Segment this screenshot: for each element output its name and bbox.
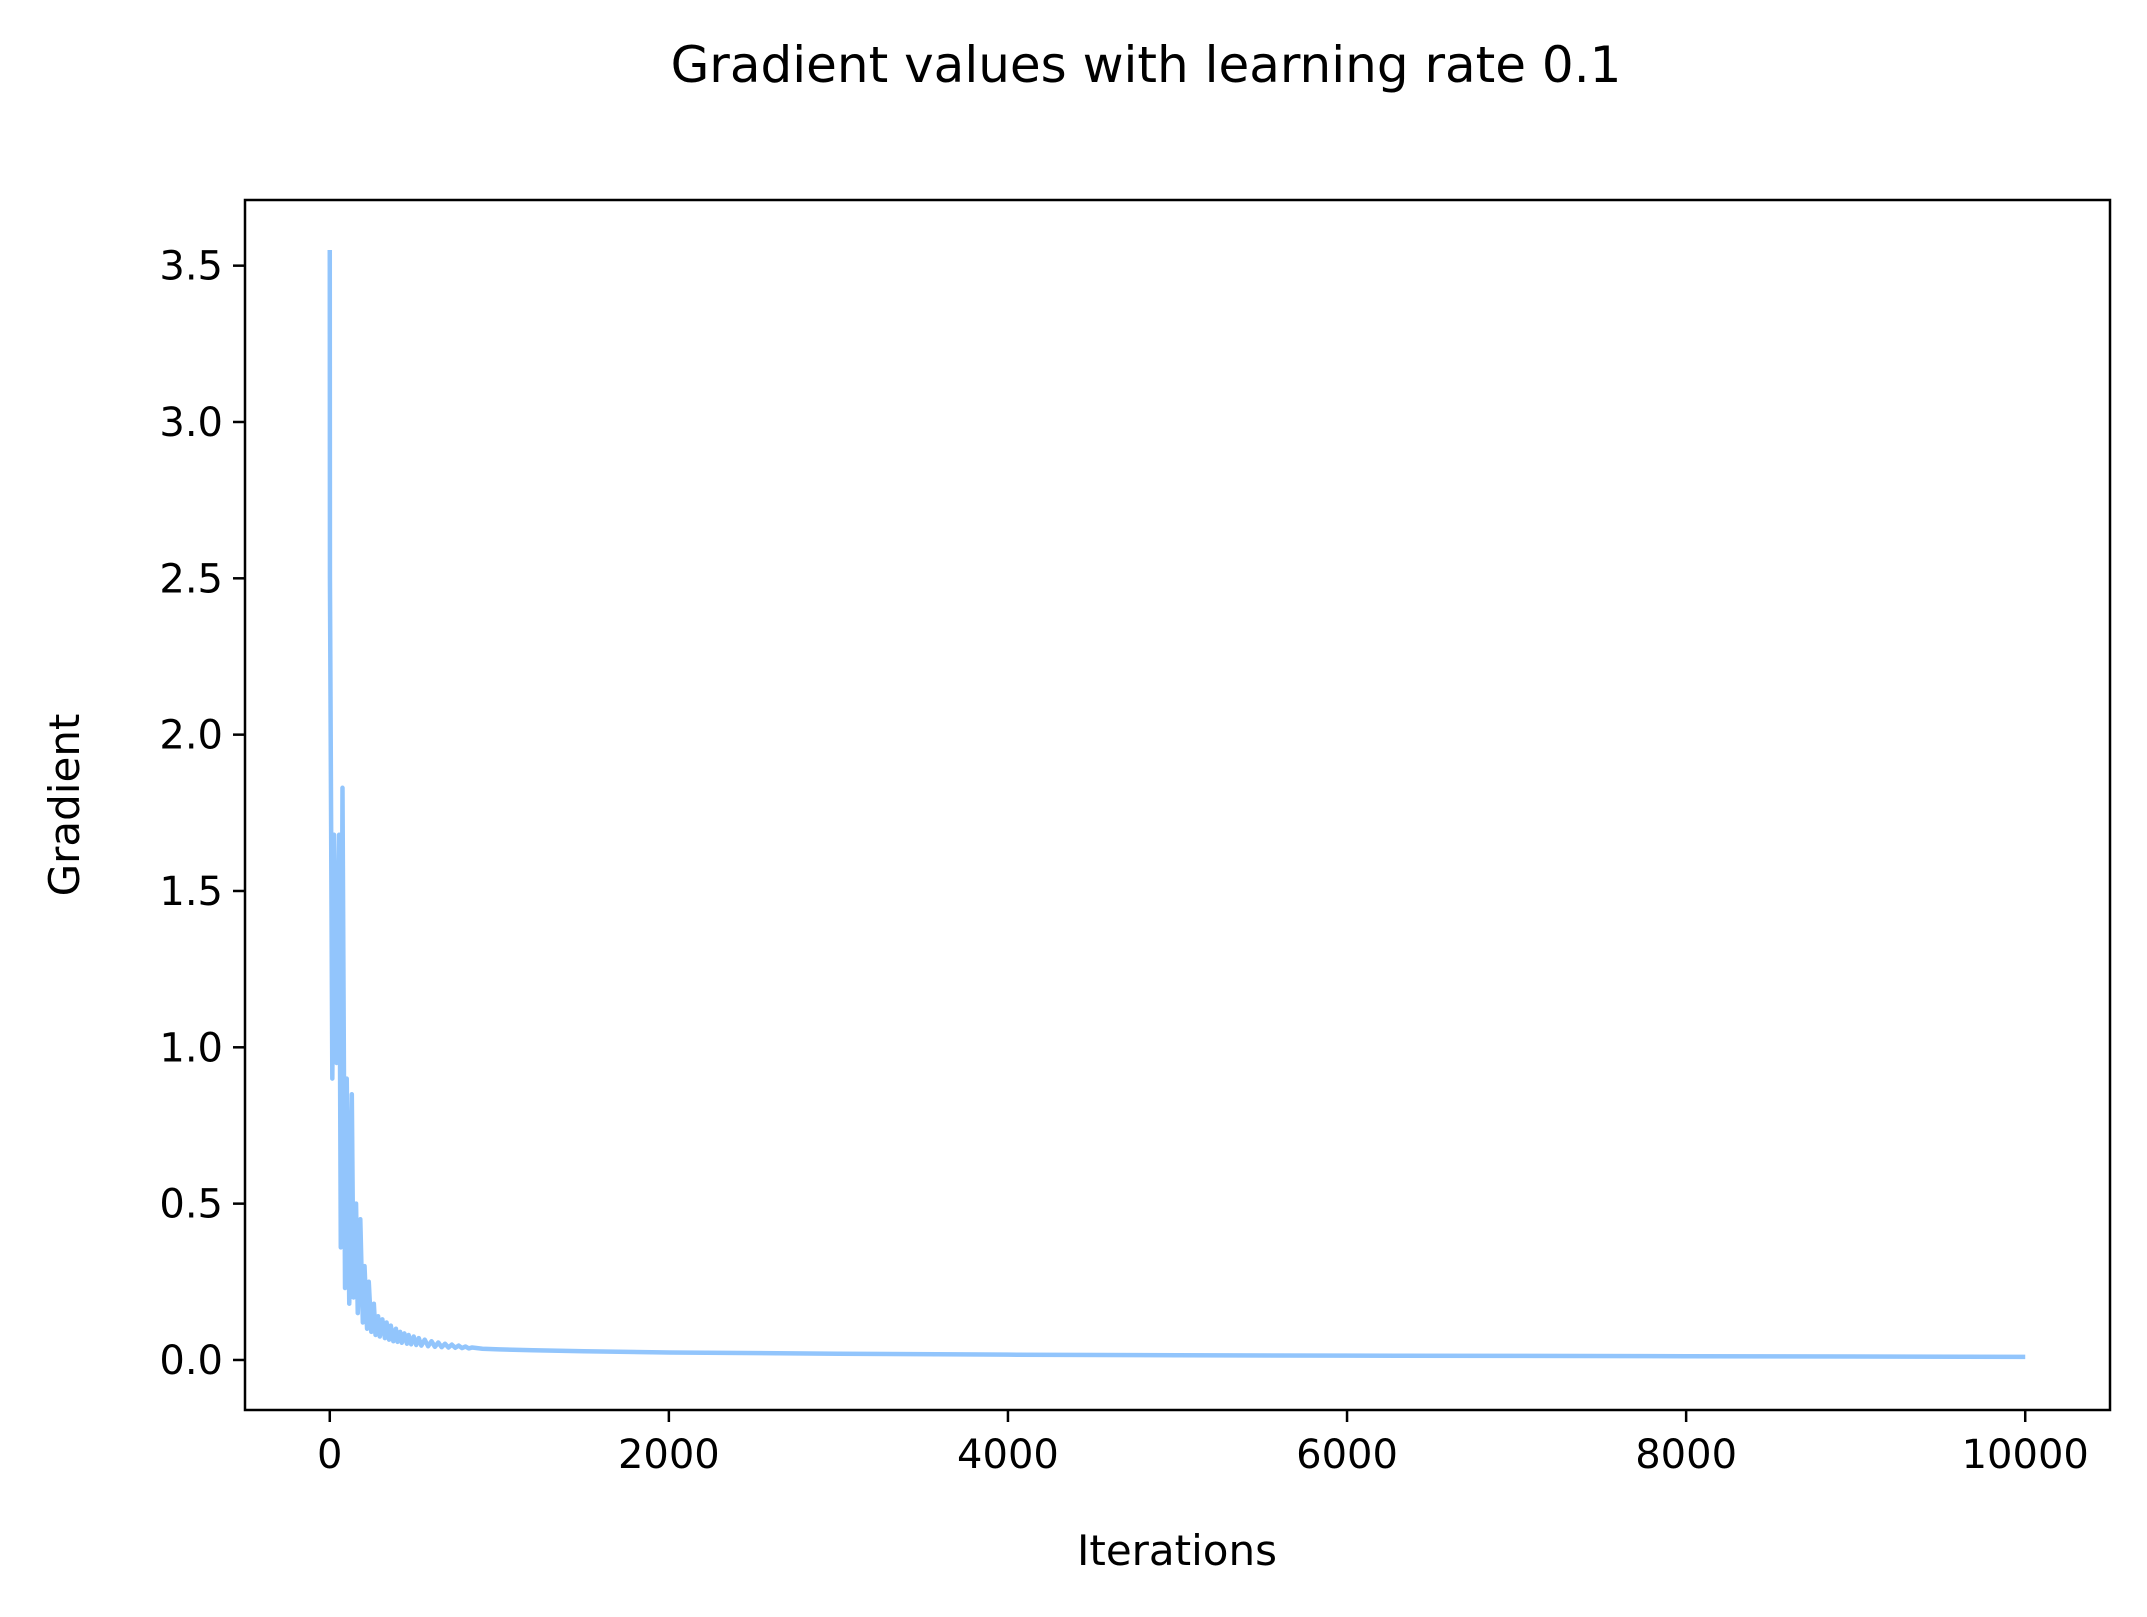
x-tick-label: 2000 <box>618 1432 720 1478</box>
series-line <box>327 250 2026 1360</box>
x-tick-label: 6000 <box>1296 1432 1398 1478</box>
y-tick-label: 3.5 <box>159 244 223 290</box>
x-tick-label: 8000 <box>1635 1432 1737 1478</box>
x-axis-label: Iterations <box>1077 1526 1277 1575</box>
y-axis-label: Gradient <box>40 714 89 897</box>
y-tick-label: 1.0 <box>159 1025 223 1071</box>
y-tick-label: 2.0 <box>159 713 223 759</box>
y-tick-label: 0.0 <box>159 1338 223 1384</box>
y-tick-label: 3.0 <box>159 400 223 446</box>
plot-frame <box>243 198 2112 1412</box>
plot-area <box>327 250 2026 1360</box>
chart-title: Gradient values with learning rate 0.1 <box>671 36 1622 94</box>
y-tick-label: 1.5 <box>159 869 223 915</box>
x-axis-ticks: 0 2000 4000 6000 8000 10000 <box>317 1410 2089 1478</box>
x-tick-label: 10000 <box>1962 1432 2089 1478</box>
y-tick-label: 0.5 <box>159 1182 223 1228</box>
y-tick-label: 2.5 <box>159 556 223 602</box>
x-tick-label: 4000 <box>957 1432 1059 1478</box>
y-axis-ticks: 0.0 0.5 1.0 1.5 2.0 2.5 3.0 3.5 <box>159 244 245 1384</box>
x-tick-label: 0 <box>317 1432 342 1478</box>
